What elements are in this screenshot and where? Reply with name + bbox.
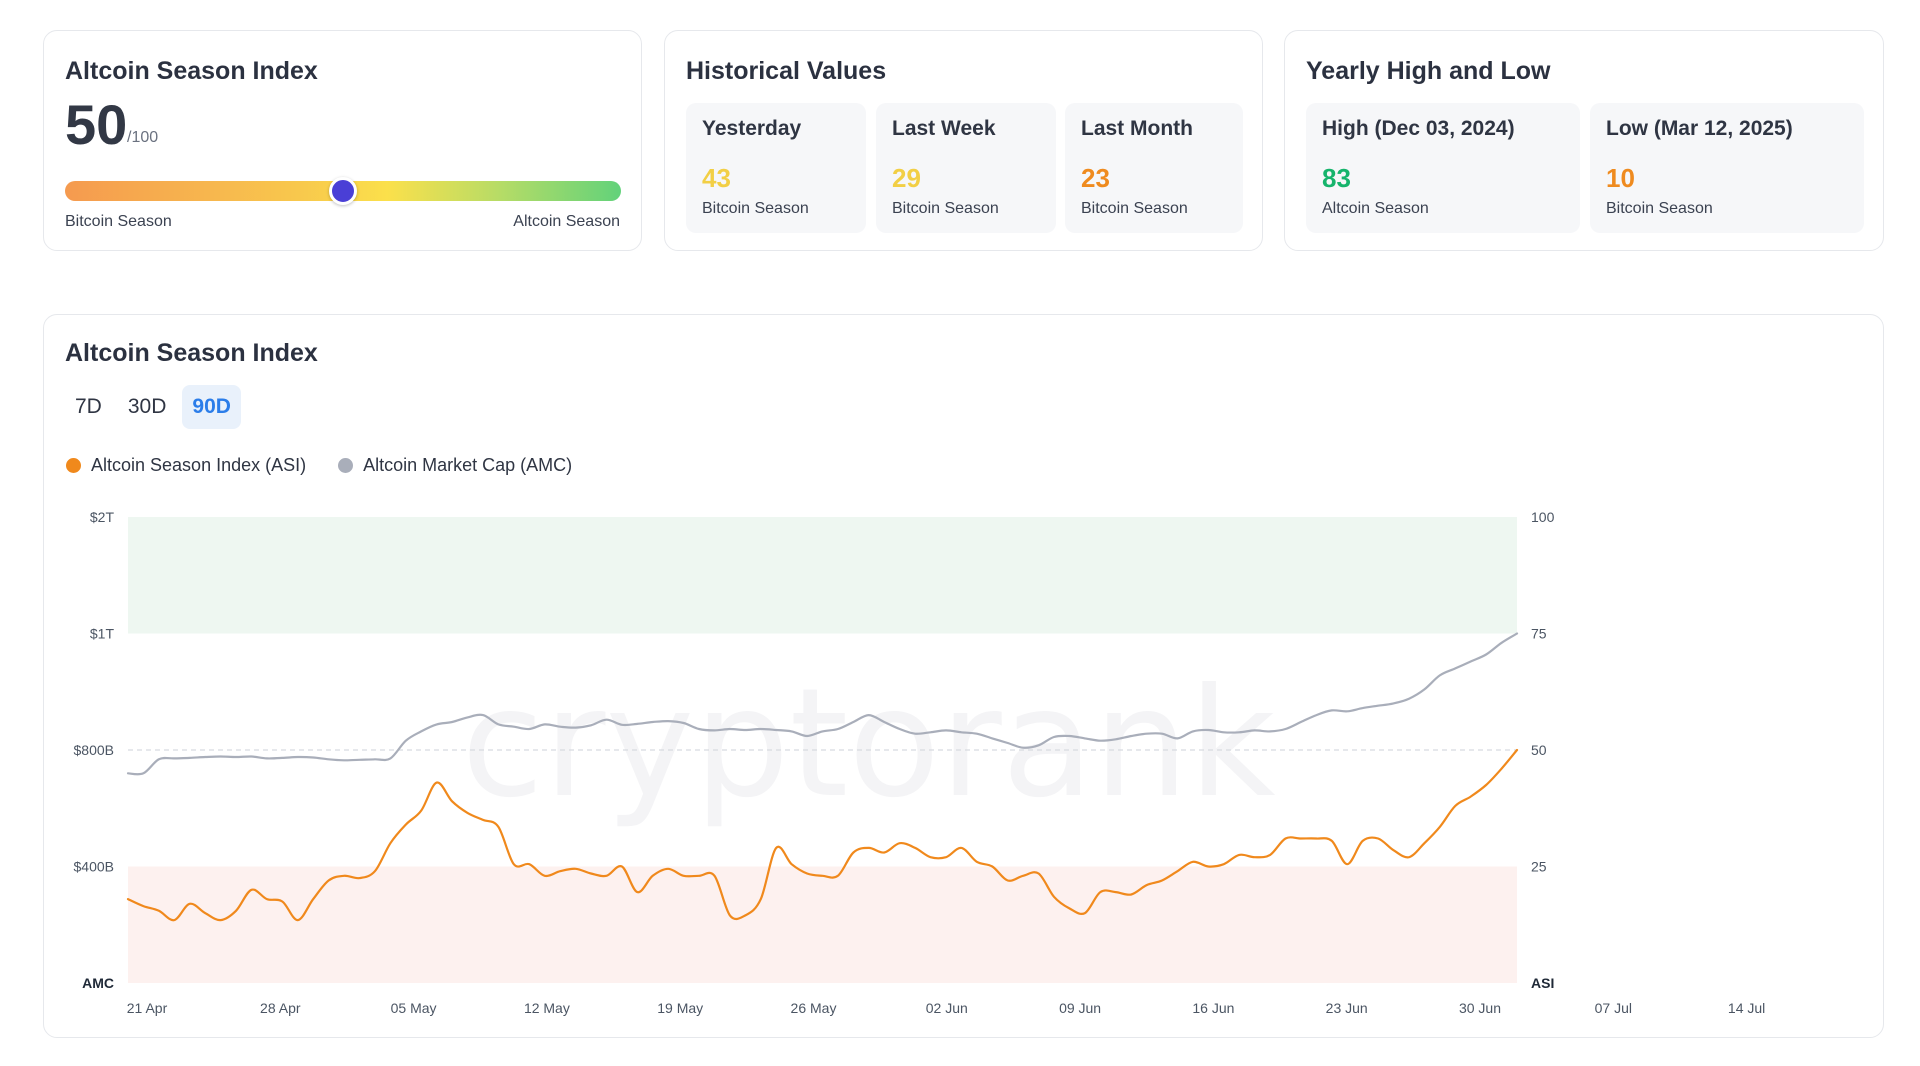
index-gauge xyxy=(65,177,621,205)
yearly-card: Yearly High and Low High (Dec 03, 2024) … xyxy=(1284,30,1884,251)
stat-yearly-low: Low (Mar 12, 2025) 10 Bitcoin Season xyxy=(1590,103,1864,233)
x-tick-label: 19 May xyxy=(657,1000,703,1016)
x-tick-label: 09 Jun xyxy=(1059,1000,1101,1016)
x-tick-label: 28 Apr xyxy=(260,1000,301,1016)
zone-bitcoin-season xyxy=(128,866,1517,983)
stat-value: 83 xyxy=(1322,163,1351,193)
stat-sub: Bitcoin Season xyxy=(1081,200,1188,217)
stat-sub: Bitcoin Season xyxy=(1606,200,1713,217)
gauge-right-label: Altcoin Season xyxy=(513,213,620,230)
historical-card-title: Historical Values xyxy=(686,57,887,85)
range-tabs: 7D 30D 90D xyxy=(65,385,241,429)
x-tick-label: 07 Jul xyxy=(1595,1000,1632,1016)
legend-label-amc: Altcoin Market Cap (AMC) xyxy=(363,455,573,475)
legend-dot-amc xyxy=(338,458,354,473)
legend-item-asi[interactable]: Altcoin Season Index (ASI) xyxy=(66,455,306,476)
tab-30d[interactable]: 30D xyxy=(127,395,167,418)
stat-label: Last Week xyxy=(892,117,996,140)
stat-label: Yesterday xyxy=(702,117,802,140)
right-axis-title: ASI xyxy=(1531,975,1554,991)
stat-label: High (Dec 03, 2024) xyxy=(1322,117,1515,140)
stat-last-month: Last Month 23 Bitcoin Season xyxy=(1065,103,1243,233)
stat-value: 10 xyxy=(1606,163,1635,193)
right-tick-label: 25 xyxy=(1531,859,1547,875)
stat-value: 29 xyxy=(892,163,921,193)
stat-yearly-high: High (Dec 03, 2024) 83 Altcoin Season xyxy=(1306,103,1580,233)
stat-sub: Bitcoin Season xyxy=(892,200,999,217)
x-tick-label: 14 Jul xyxy=(1728,1000,1765,1016)
index-card: Altcoin Season Index 50 /100 Bitcoin Sea… xyxy=(43,30,642,251)
stat-value: 43 xyxy=(702,163,731,193)
x-tick-label: 23 Jun xyxy=(1326,1000,1368,1016)
tab-90d[interactable]: 90D xyxy=(182,385,241,429)
watermark-text: cryptorank xyxy=(461,657,1275,831)
x-tick-label: 12 May xyxy=(524,1000,570,1016)
stat-label: Low (Mar 12, 2025) xyxy=(1606,117,1793,140)
index-card-title: Altcoin Season Index xyxy=(65,57,318,85)
amc-series-line xyxy=(126,632,1519,776)
tab-7d[interactable]: 7D xyxy=(75,395,102,418)
gauge-left-label: Bitcoin Season xyxy=(65,213,172,230)
left-tick-label: $800B xyxy=(74,742,114,758)
x-tick-label: 05 May xyxy=(391,1000,437,1016)
index-max: /100 xyxy=(127,129,159,146)
right-tick-label: 75 xyxy=(1531,626,1547,642)
left-tick-label: $1T xyxy=(90,626,115,642)
asi-series-line xyxy=(126,748,1519,922)
legend-item-amc[interactable]: Altcoin Market Cap (AMC) xyxy=(338,455,572,476)
right-tick-label: 100 xyxy=(1531,509,1555,525)
index-value: 50 xyxy=(65,93,128,156)
left-tick-label: $400B xyxy=(74,859,114,875)
left-axis-title: AMC xyxy=(82,975,114,991)
legend-label-asi: Altcoin Season Index (ASI) xyxy=(91,455,307,475)
chart-card: cryptorank $2T $1T $800B $400B 100 75 50 25 AMC AS… xyxy=(43,314,1884,1038)
x-tick-label: 16 Jun xyxy=(1192,1000,1234,1016)
stat-yesterday: Yesterday 43 Bitcoin Season xyxy=(686,103,866,233)
x-tick-label: 21 Apr xyxy=(127,1000,168,1016)
left-tick-label: $2T xyxy=(90,509,115,525)
stat-value: 23 xyxy=(1081,163,1110,193)
legend-dot-asi xyxy=(66,458,81,473)
stat-last-week: Last Week 29 Bitcoin Season xyxy=(876,103,1056,233)
stat-sub: Altcoin Season xyxy=(1322,200,1429,217)
yearly-card-title: Yearly High and Low xyxy=(1306,57,1551,85)
x-tick-label: 26 May xyxy=(791,1000,837,1016)
zone-altcoin-season xyxy=(128,517,1517,634)
chart-canvas: cryptorank $2T $1T $800B $400B 100 75 50 25 AMC AS… xyxy=(74,509,1766,1016)
right-tick-label: 50 xyxy=(1531,742,1547,758)
chart-legend: Altcoin Season Index (ASI) Altcoin Marke… xyxy=(66,455,572,476)
chart-card-title: Altcoin Season Index xyxy=(65,339,318,367)
stat-sub: Bitcoin Season xyxy=(702,200,809,217)
x-tick-label: 02 Jun xyxy=(926,1000,968,1016)
historical-card: Historical Values Yesterday 43 Bitcoin S… xyxy=(664,30,1263,251)
gauge-knob xyxy=(329,177,357,205)
stat-label: Last Month xyxy=(1081,117,1193,140)
x-tick-label: 30 Jun xyxy=(1459,1000,1501,1016)
